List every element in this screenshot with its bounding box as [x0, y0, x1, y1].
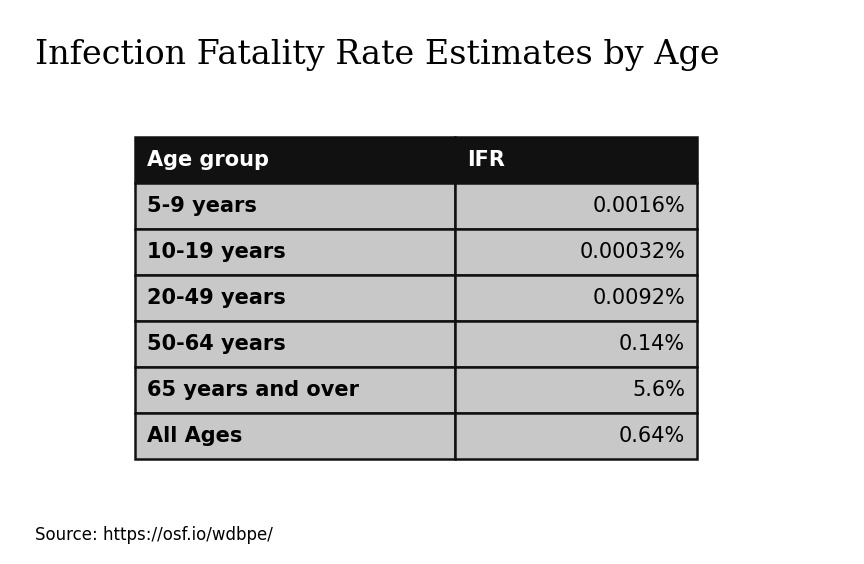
Bar — [135, 183, 455, 229]
Text: 5-9 years: 5-9 years — [147, 196, 257, 216]
Bar — [455, 137, 697, 183]
Bar — [455, 413, 697, 459]
Text: 20-49 years: 20-49 years — [147, 288, 286, 308]
Text: 50-64 years: 50-64 years — [147, 334, 286, 354]
Bar — [455, 183, 697, 229]
Bar — [455, 321, 697, 367]
Bar — [135, 137, 455, 183]
Text: All Ages: All Ages — [147, 426, 242, 446]
Text: Source: https://osf.io/wdbpe/: Source: https://osf.io/wdbpe/ — [35, 526, 272, 544]
Text: Age group: Age group — [147, 150, 269, 170]
Text: 0.14%: 0.14% — [619, 334, 685, 354]
Text: 65 years and over: 65 years and over — [147, 380, 359, 400]
Bar — [135, 275, 455, 321]
Text: 0.0016%: 0.0016% — [593, 196, 685, 216]
Text: Infection Fatality Rate Estimates by Age: Infection Fatality Rate Estimates by Age — [35, 39, 719, 72]
Bar — [135, 367, 455, 413]
Bar — [455, 229, 697, 275]
Text: 5.6%: 5.6% — [632, 380, 685, 400]
Text: 0.64%: 0.64% — [619, 426, 685, 446]
Bar — [135, 229, 455, 275]
Text: 10-19 years: 10-19 years — [147, 242, 286, 262]
Text: 0.0092%: 0.0092% — [593, 288, 685, 308]
Bar — [455, 275, 697, 321]
Text: 0.00032%: 0.00032% — [580, 242, 685, 262]
Bar — [135, 321, 455, 367]
Bar — [455, 367, 697, 413]
Text: IFR: IFR — [467, 150, 505, 170]
Bar — [135, 413, 455, 459]
